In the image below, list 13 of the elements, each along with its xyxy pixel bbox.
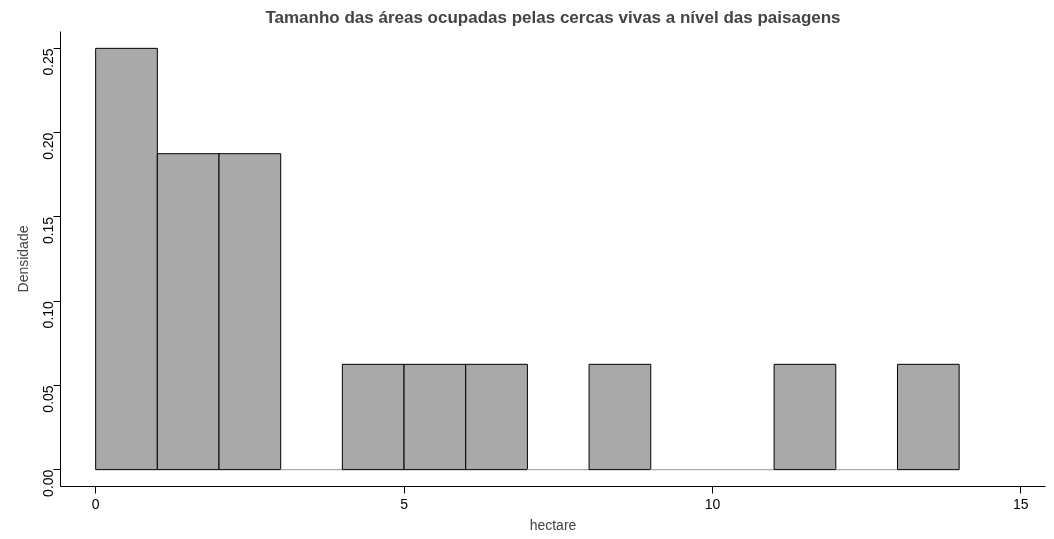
y-tick-label: 0.25: [40, 48, 57, 76]
y-tick-label: 0.05: [40, 385, 57, 413]
x-tick-label: 10: [704, 495, 721, 512]
y-tick-label: 0.10: [40, 300, 57, 329]
y-axis-title: Densidade: [14, 225, 31, 293]
y-tick-label: 0.15: [40, 216, 57, 245]
x-tick-label: 5: [400, 495, 409, 512]
y-tick-label: 0.00: [40, 469, 57, 497]
chart-title: Tamanho das áreas ocupadas pelas cercas vivas a nível das paisagens: [265, 7, 841, 27]
x-tick-label: 15: [1013, 495, 1029, 512]
y-tick-label: 0.20: [40, 132, 57, 160]
x-tick-label: 0: [91, 495, 100, 512]
x-axis-title: hectare: [529, 516, 577, 533]
